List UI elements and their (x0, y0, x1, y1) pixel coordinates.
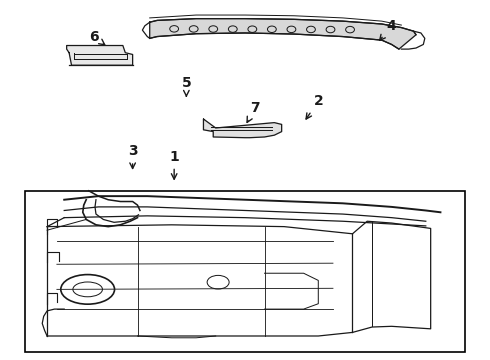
Text: 7: 7 (247, 101, 260, 122)
Text: 1: 1 (169, 150, 179, 179)
Polygon shape (203, 119, 282, 138)
Text: 4: 4 (380, 19, 396, 40)
Text: 3: 3 (128, 144, 137, 168)
Text: 6: 6 (89, 30, 105, 45)
Text: 5: 5 (181, 76, 191, 96)
Bar (25, 191, 465, 352)
Text: 2: 2 (306, 94, 323, 119)
Polygon shape (150, 19, 416, 49)
Polygon shape (67, 45, 133, 65)
